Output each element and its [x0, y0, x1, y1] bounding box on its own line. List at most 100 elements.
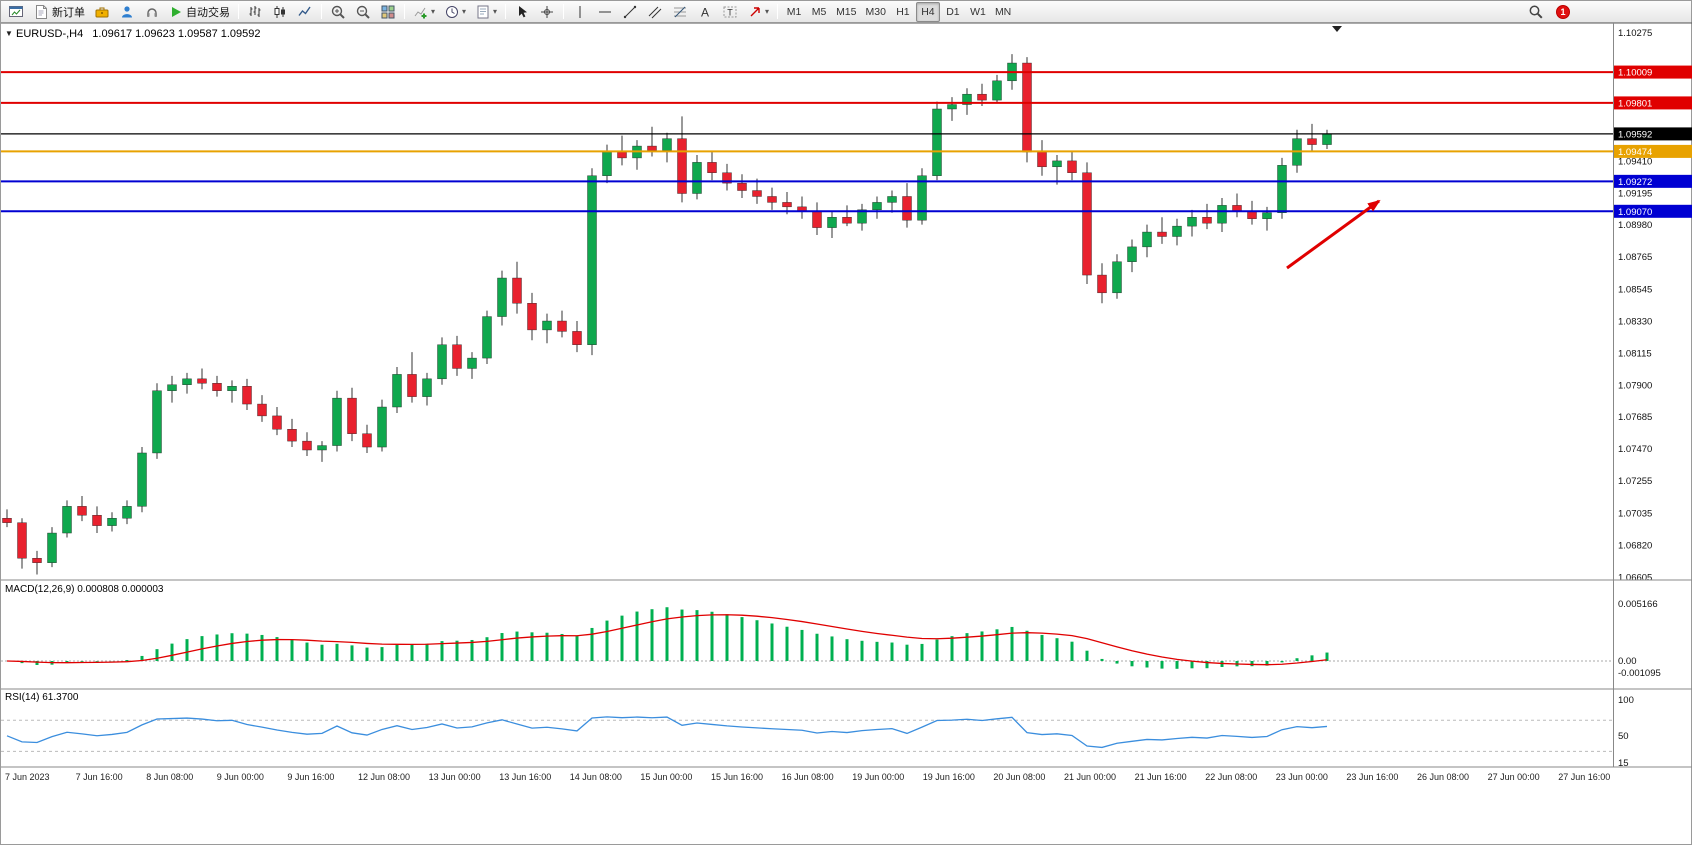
timeframe-M30[interactable]: M30 — [865, 5, 886, 18]
dropdown-arrow-icon: ▾ — [765, 7, 770, 16]
candle — [1037, 151, 1047, 168]
timeframe-W1[interactable]: W1 — [970, 5, 986, 18]
price-badge-label: 1.10009 — [1618, 68, 1652, 79]
arrow-object-icon — [750, 6, 760, 16]
clock-icon — [446, 5, 459, 18]
time-axis-label: 21 Jun 16:00 — [1135, 772, 1187, 782]
rsi-line — [6, 716, 1328, 749]
candle — [1247, 211, 1257, 219]
market-toolbox-button[interactable] — [90, 2, 114, 22]
bar-chart-type-button[interactable] — [243, 2, 267, 22]
new-order-icon — [36, 4, 47, 19]
time-axis-label: 27 Jun 00:00 — [1488, 772, 1540, 782]
price-axis-label: 1.10275 — [1618, 28, 1652, 39]
candle — [182, 378, 192, 385]
arrows-menu-button[interactable]: ▾ — [743, 2, 773, 22]
candle — [62, 506, 72, 534]
price-axis-label: 1.06605 — [1618, 572, 1652, 583]
auto-trading-button[interactable]: 自动交易 — [165, 2, 234, 22]
candle — [917, 175, 927, 221]
templates-menu-button[interactable]: ▾ — [471, 2, 501, 22]
zoom-in-button[interactable] — [326, 2, 350, 22]
time-axis-label: 7 Jun 16:00 — [76, 772, 123, 782]
text-label-icon: T — [723, 6, 737, 17]
fibonacci-tool-button[interactable] — [668, 2, 692, 22]
timeframe-MN[interactable]: MN — [994, 5, 1012, 18]
arrow-annotation[interactable] — [1286, 199, 1381, 270]
candle — [197, 378, 207, 384]
candle — [77, 506, 87, 516]
community-button[interactable] — [115, 2, 139, 22]
timeframe-D1[interactable]: D1 — [946, 5, 960, 18]
candle — [17, 522, 27, 559]
candle — [707, 162, 717, 173]
crosshair-tool-button[interactable] — [535, 2, 559, 22]
cursor-tool-button[interactable] — [510, 2, 534, 22]
candle — [32, 558, 42, 563]
candle — [437, 344, 447, 380]
candle — [212, 383, 222, 391]
zoom-in-icon — [331, 5, 345, 19]
support-button[interactable] — [140, 2, 164, 22]
new-chart-icon — [9, 5, 23, 17]
candle — [782, 202, 792, 208]
indicators-menu-button[interactable]: ▾ — [409, 2, 439, 22]
time-axis-label: 26 Jun 08:00 — [1417, 772, 1469, 782]
price-axis-label: 1.08765 — [1618, 252, 1652, 263]
search-button[interactable] — [1524, 2, 1548, 22]
candle — [482, 316, 492, 359]
new-chart-button[interactable] — [4, 2, 28, 22]
candle — [527, 303, 537, 331]
dropdown-arrow-icon: ▾ — [493, 7, 498, 16]
candle — [692, 162, 702, 194]
candle — [227, 386, 237, 391]
horizontal-line-tool-button[interactable] — [593, 2, 617, 22]
price-badge — [1614, 144, 1692, 158]
tile-windows-icon — [381, 5, 395, 18]
candle — [122, 506, 132, 519]
price-badge-label: 1.09070 — [1618, 207, 1652, 218]
candle — [1112, 261, 1122, 294]
timeframe-H4[interactable]: H4 — [915, 1, 940, 22]
candle — [557, 320, 567, 332]
new-order-button[interactable]: 新订单 — [29, 2, 89, 22]
zoom-out-button[interactable] — [351, 2, 375, 22]
candle — [1172, 225, 1182, 237]
candle — [662, 138, 672, 151]
toolbar-separator — [505, 4, 507, 19]
channel-tool-button[interactable] — [643, 2, 667, 22]
text-tool-button[interactable]: A — [693, 2, 717, 22]
timeframe-M15[interactable]: M15 — [836, 5, 857, 18]
timeframe-M1[interactable]: M1 — [786, 5, 802, 18]
text-icon: A — [701, 5, 709, 19]
candle — [242, 386, 252, 405]
chart-shift-marker[interactable] — [1332, 26, 1342, 32]
macd-signal-line — [6, 614, 1328, 666]
candle — [872, 202, 882, 211]
price-badge — [1614, 174, 1692, 188]
timeframe-M5[interactable]: M5 — [811, 5, 827, 18]
notification-badge[interactable]: 1 — [1556, 4, 1570, 19]
candlestick-chart-type-button[interactable] — [268, 2, 292, 22]
periods-menu-button[interactable]: ▾ — [440, 2, 470, 22]
candle — [722, 172, 732, 184]
toolbar-separator — [321, 4, 322, 19]
profile-icon — [122, 5, 132, 17]
dropdown-arrow-icon: ▾ — [462, 7, 467, 16]
price-badge-label: 1.09474 — [1618, 147, 1652, 158]
time-axis-label: 19 Jun 00:00 — [852, 772, 904, 782]
price-badge-label: 1.09801 — [1618, 98, 1652, 109]
main-toolbar: 新订单 自动交易 ▾ ▾ ▾ — [1, 1, 1691, 23]
vertical-line-tool-button[interactable] — [568, 2, 592, 22]
price-axis-label: 1.07255 — [1618, 476, 1652, 487]
text-label-tool-button[interactable]: T — [718, 2, 742, 22]
timeframe-H1[interactable]: H1 — [896, 5, 910, 18]
trendline-tool-button[interactable] — [618, 2, 642, 22]
price-badge-label: 1.09592 — [1618, 129, 1652, 140]
price-badge — [1614, 96, 1692, 110]
candle — [932, 108, 942, 176]
candle — [497, 277, 507, 317]
line-chart-type-button[interactable] — [293, 2, 317, 22]
tile-windows-button[interactable] — [376, 2, 400, 22]
